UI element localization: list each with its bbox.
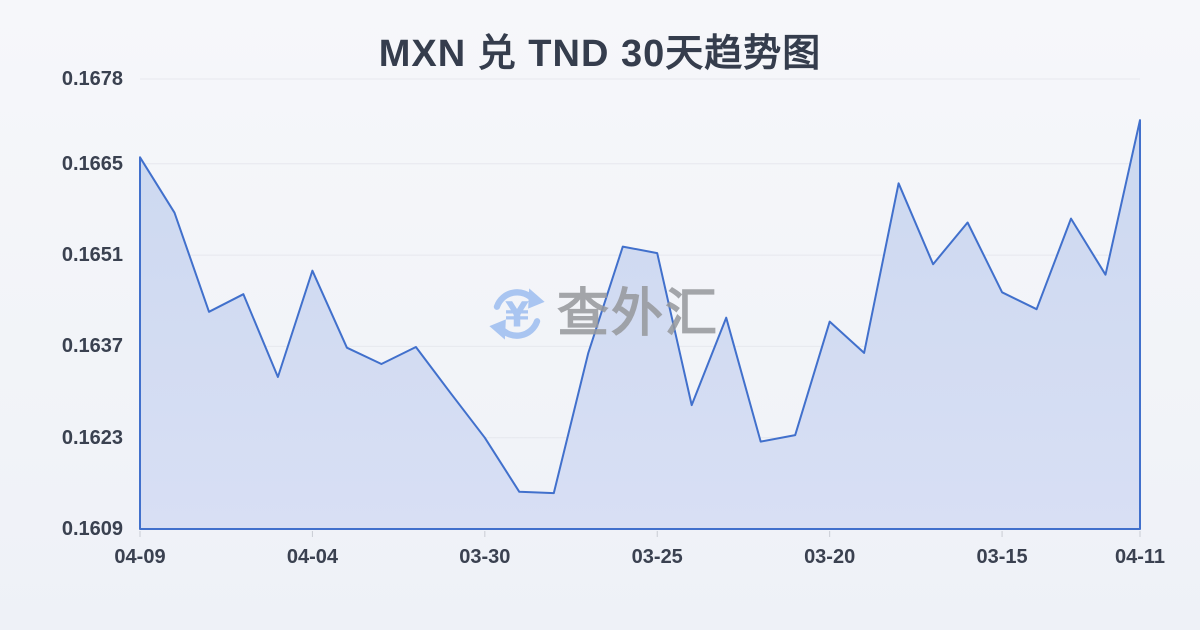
y-axis-label: 0.1623 — [61, 426, 123, 449]
y-axis-label: 0.1678 — [61, 68, 123, 90]
x-axis-label: 04-09 — [114, 546, 166, 568]
x-axis-label: 03-15 — [976, 546, 1028, 568]
chart-title: MXN 兑 TND 30天趋势图 — [378, 33, 822, 75]
x-axis-label: 03-30 — [459, 546, 511, 568]
x-axis-label: 04-11 — [1114, 546, 1166, 568]
y-axis-label: 0.1651 — [61, 244, 123, 267]
x-axis-label: 04-04 — [286, 546, 338, 568]
x-axis-label: 03-20 — [804, 546, 856, 568]
y-axis-label: 0.1609 — [61, 518, 123, 540]
x-axis-label: 03-25 — [631, 546, 683, 568]
y-axis-label: 0.1665 — [61, 152, 123, 175]
y-axis-label: 0.1637 — [61, 335, 123, 358]
x-axis-ticks — [139, 531, 1141, 537]
area-fill — [140, 120, 1140, 529]
series-line — [139, 119, 1141, 530]
